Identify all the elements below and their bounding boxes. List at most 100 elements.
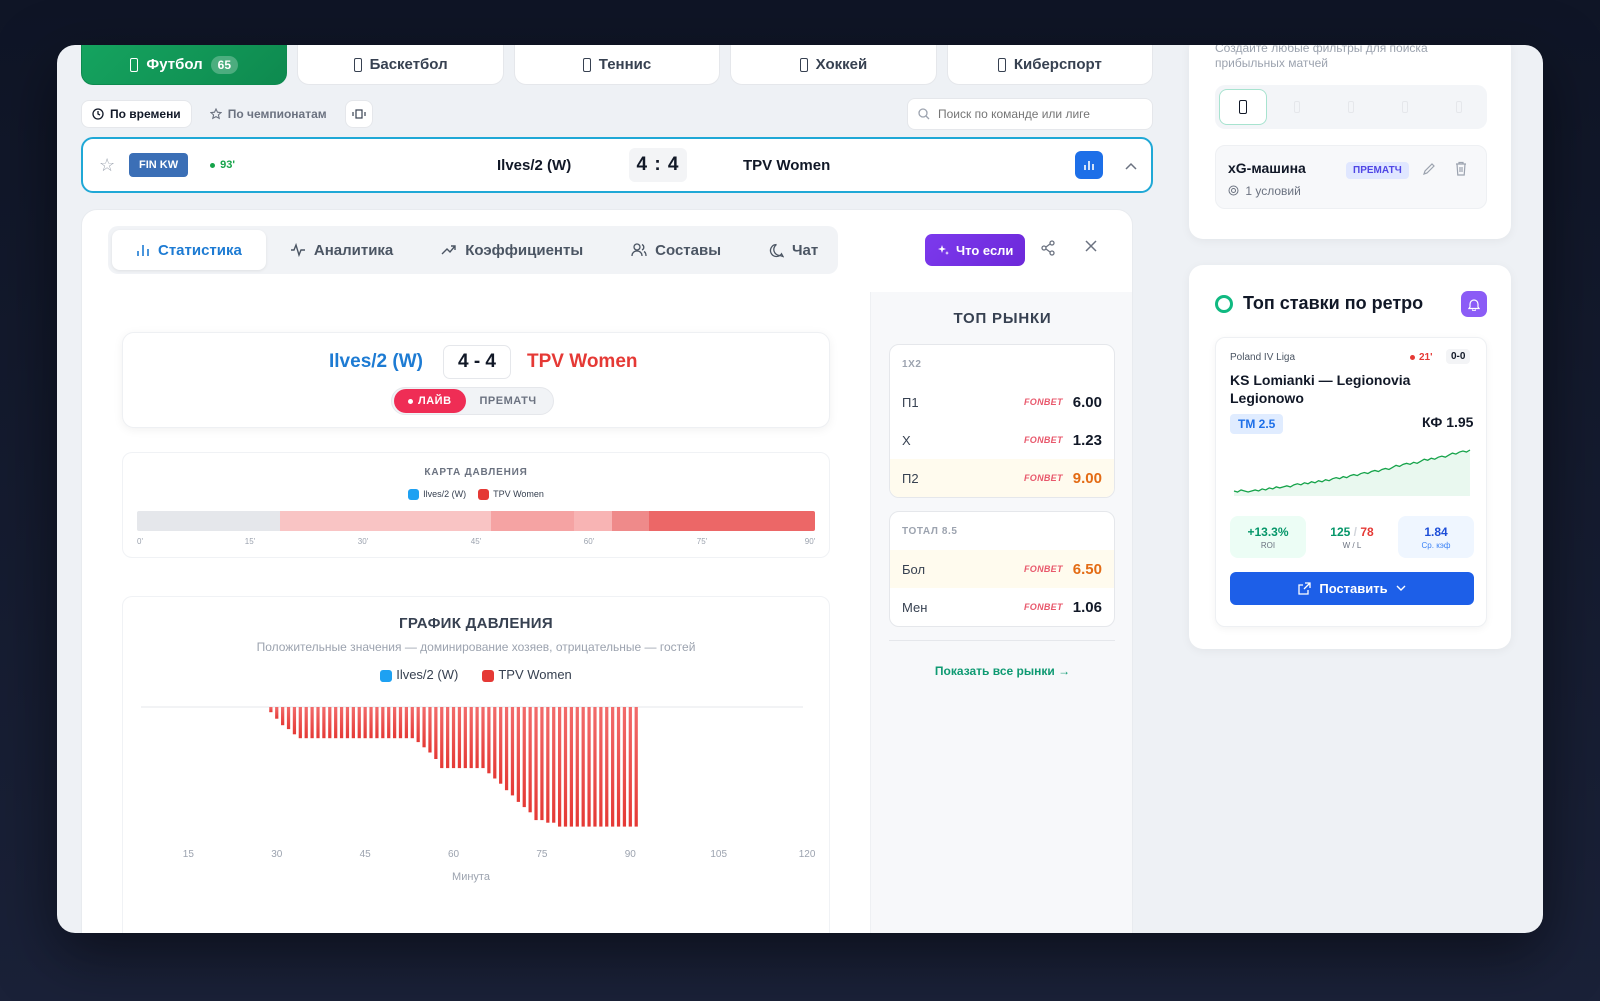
pressure-map-segment <box>649 511 815 531</box>
pressure-bar <box>281 707 285 726</box>
tab-esports[interactable]: Киберспорт <box>946 45 1154 85</box>
bet-teams: KS Lomianki — Legionovia Legionowo <box>1230 372 1411 406</box>
pressure-bar <box>345 707 350 739</box>
market-1x2: 1X2 П1 FONBET 6.00 X FONBET 1.23 П2 FONB… <box>889 344 1115 498</box>
legend-away-swatch <box>478 489 490 501</box>
pressure-bar <box>310 707 314 739</box>
sport-tabs: Футбол 65 Баскетбол Теннис Хоккей Киберс… <box>81 45 1154 85</box>
search-input[interactable] <box>938 107 1138 121</box>
roi-value: +13.3% <box>1247 524 1289 539</box>
show-all-markets-link[interactable]: Показать все рынки → <box>934 664 1071 678</box>
tab-label: Чат <box>792 241 819 259</box>
compact-view-toggle[interactable] <box>344 100 373 128</box>
match-score: 4 : 4 <box>629 148 687 182</box>
market-row[interactable]: Бол FONBET 6.50 <box>890 550 1114 588</box>
avg-odd-value: 1.84 <box>1424 524 1448 539</box>
market-row[interactable]: Мен FONBET 1.06 <box>890 588 1114 626</box>
x-tick-label: 75 <box>536 849 548 860</box>
away-team: TPV Women <box>743 156 831 174</box>
close-icon[interactable] <box>1084 238 1098 258</box>
filter-type-esports[interactable] <box>1435 89 1483 125</box>
tab-tennis[interactable]: Теннис <box>513 45 721 85</box>
pressure-bar <box>552 707 556 823</box>
pressure-map-tick: 60' <box>583 537 595 546</box>
stats-chart-button[interactable] <box>1075 151 1103 179</box>
chat-icon <box>769 243 785 258</box>
pressure-graph-subtitle: Положительные значения — доминирование х… <box>256 640 696 654</box>
tab-label: Баскетбол <box>369 56 448 73</box>
filter-type-basketball[interactable] <box>1273 89 1321 125</box>
filter-type-tennis[interactable] <box>1327 89 1375 125</box>
divider <box>889 640 1115 641</box>
prematch-mode-button[interactable]: ПРЕМАТЧ <box>479 395 537 407</box>
pressure-bar <box>392 707 397 739</box>
pressure-bar <box>375 707 379 739</box>
columns-icon <box>352 109 366 119</box>
market-row[interactable]: П1 FONBET 6.00 <box>890 383 1114 421</box>
tab-basketball[interactable]: Баскетбол <box>297 45 504 85</box>
market-name: ТОТАЛ 8.5 <box>902 525 958 537</box>
what-if-button[interactable]: Что если <box>925 234 1026 266</box>
bet-score: 0-0 <box>1446 349 1471 364</box>
outcome-label: X <box>902 432 911 448</box>
what-if-label: Что если <box>956 242 1014 258</box>
sort-by-league-button[interactable]: По чемпионатам <box>200 100 337 128</box>
outcome-label: П1 <box>902 394 919 410</box>
basketball-icon <box>353 57 362 72</box>
esports-icon <box>997 57 1006 72</box>
tennis-icon <box>582 57 591 72</box>
pressure-bar <box>369 707 373 739</box>
share-icon[interactable] <box>1040 240 1056 260</box>
tab-analytics[interactable]: Аналитика <box>266 230 417 270</box>
bet-stats: +13.3% ROI 125 / 78 W / L 1.84 Ср. кэф <box>1230 516 1474 558</box>
pressure-map-legend: Ilves/2 (W) TPV Women <box>123 489 829 501</box>
pressure-bar <box>605 707 609 827</box>
sort-by-league-label: По чемпионатам <box>227 107 327 121</box>
app-window: Футбол 65 Баскетбол Теннис Хоккей Киберс… <box>57 45 1543 933</box>
tab-lineups[interactable]: Составы <box>607 230 745 270</box>
filter-type-hockey[interactable] <box>1381 89 1429 125</box>
pressure-bar <box>387 707 391 739</box>
scoreboard-card: Ilves/2 (W) 4 - 4 TPV Women ЛАЙВ ПРЕМАТЧ <box>122 332 830 428</box>
market-row[interactable]: П2 FONBET 9.00 <box>890 459 1114 497</box>
pressure-graph: ГРАФИК ДАВЛЕНИЯ Положительные значения —… <box>122 596 830 933</box>
edit-icon[interactable] <box>1422 162 1436 179</box>
favorite-star-icon[interactable]: ☆ <box>99 154 116 175</box>
top-markets-pane: ТОП РЫНКИ 1X2 П1 FONBET 6.00 X FONBET 1.… <box>870 292 1132 933</box>
market-row[interactable]: X FONBET 1.23 <box>890 421 1114 459</box>
tab-hockey[interactable]: Хоккей <box>730 45 937 85</box>
star-icon <box>209 108 222 120</box>
profit-sparkline <box>1233 449 1471 496</box>
win-loss-label: W / L <box>1342 540 1362 550</box>
place-bet-button[interactable]: Поставить <box>1230 572 1474 605</box>
tab-label: Хоккей <box>815 56 868 73</box>
filter-type-football[interactable] <box>1219 89 1267 125</box>
pressure-bar <box>363 707 367 739</box>
saved-filter-card[interactable]: xG-машина ПРЕМАТЧ 1 условий <box>1215 145 1487 209</box>
pressure-bar <box>416 707 420 743</box>
esports-icon <box>1456 101 1462 113</box>
tennis-icon <box>1348 101 1354 113</box>
market-total: ТОТАЛ 8.5 Бол FONBET 6.50 Мен FONBET 1.0… <box>889 511 1115 627</box>
bell-icon[interactable] <box>1461 291 1487 317</box>
live-mode-button[interactable]: ЛАЙВ <box>394 389 466 413</box>
home-team: Ilves/2 (W) <box>497 156 572 174</box>
legend-away-label: TPV Women <box>493 489 544 499</box>
trash-icon[interactable] <box>1454 161 1468 179</box>
pressure-map-ticks: 0' 15' 30' 45' 60' 75' 90' <box>137 537 815 547</box>
pressure-bar <box>493 707 497 779</box>
legend-home-swatch <box>380 669 393 682</box>
collapse-chevron-icon[interactable] <box>1125 158 1137 173</box>
live-mode-label: ЛАЙВ <box>418 395 452 407</box>
pressure-graph-title: ГРАФИК ДАВЛЕНИЯ <box>399 615 553 632</box>
pressure-bar <box>339 707 344 739</box>
match-row[interactable]: ☆ FIN KW 93' Ilves/2 (W) 4 : 4 TPV Women <box>81 137 1153 193</box>
sort-by-time-button[interactable]: По времени <box>81 100 192 128</box>
tab-statistics[interactable]: Статистика <box>112 230 266 270</box>
tab-chat[interactable]: Чат <box>745 230 842 270</box>
x-axis-label: Минута <box>452 871 491 883</box>
search-box[interactable] <box>907 98 1153 130</box>
tab-odds[interactable]: Коэффициенты <box>417 230 607 270</box>
tab-football[interactable]: Футбол 65 <box>81 45 288 85</box>
pressure-bar <box>510 707 515 796</box>
